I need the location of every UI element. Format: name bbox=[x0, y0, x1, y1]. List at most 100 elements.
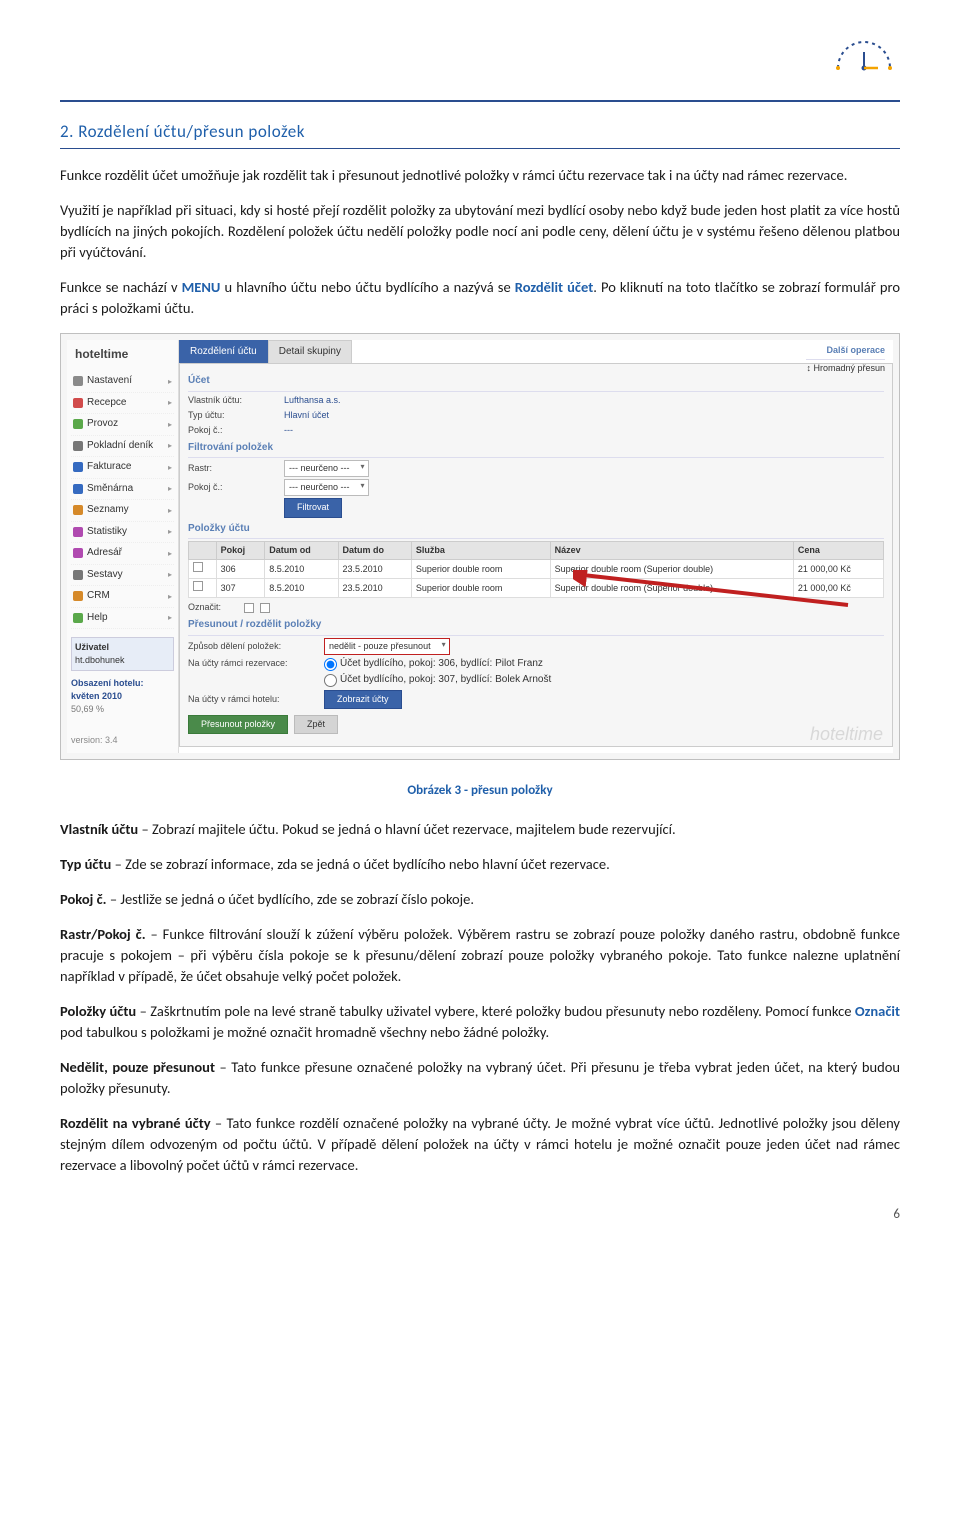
ucet-option-1: Účet bydlícího, pokoj: 306, bydlící: Pil… bbox=[340, 657, 543, 672]
sidebar-item[interactable]: Adresář▸ bbox=[71, 543, 174, 565]
sidebar-item[interactable]: Pokladní deník▸ bbox=[71, 436, 174, 458]
pc-select[interactable]: --- neurčeno --- bbox=[284, 479, 369, 496]
ops-item[interactable]: ↕ Hromadný přesun bbox=[806, 362, 885, 375]
tab-detail[interactable]: Detail skupiny bbox=[268, 340, 352, 364]
table-cell: 307 bbox=[216, 579, 265, 598]
oznacit-keyword: Označit bbox=[855, 1002, 900, 1020]
desc-vlastnik: Vlastník účtu – Zobrazí majitele účtu. P… bbox=[60, 819, 900, 840]
desc-rozdelit: Rozdělit na vybrané účty – Tato funkce r… bbox=[60, 1113, 900, 1176]
section-number: 2. bbox=[60, 121, 74, 142]
table-row: 3078.5.201023.5.2010Superior double room… bbox=[189, 579, 884, 598]
ht-userbox: Uživatel ht.dbohunek bbox=[71, 637, 174, 671]
version-label: version: 3.4 bbox=[71, 734, 174, 747]
subhead-polozky: Položky účtu bbox=[188, 522, 884, 540]
page-number: 6 bbox=[60, 1206, 900, 1225]
user-label: Uživatel bbox=[75, 642, 109, 652]
desc-rastr: Rastr/Pokoj č. – Funkce filtrování slouž… bbox=[60, 924, 900, 987]
ht-sidebar: hoteltime Nastavení▸Recepce▸Provoz▸Pokla… bbox=[67, 340, 179, 754]
figure-caption: Obrázek 3 - přesun položky bbox=[60, 782, 900, 801]
sidebar-item[interactable]: Help▸ bbox=[71, 608, 174, 630]
table-cell: 21 000,00 Kč bbox=[793, 579, 883, 598]
zpusob-select[interactable]: nedělit - pouze přesunout bbox=[324, 638, 450, 655]
naucty-label: Na účty rámci rezervace: bbox=[188, 657, 318, 670]
table-body: 3068.5.201023.5.2010Superior double room… bbox=[189, 560, 884, 598]
table-header-row: PokojDatum odDatum doSlužbaNázevCena bbox=[189, 542, 884, 560]
desc-polozky: Položky účtu – Zaškrtnutím pole na levé … bbox=[60, 1001, 900, 1043]
sidebar-item[interactable]: Směnárna▸ bbox=[71, 479, 174, 501]
desc-rastr-t: – Funkce filtrování slouží k zúžení výbě… bbox=[60, 925, 900, 985]
oznacit-check-all[interactable] bbox=[244, 603, 254, 613]
desc-typ-t: – Zde se zobrazí informace, zda se jedná… bbox=[111, 855, 609, 873]
desc-typ: Typ účtu – Zde se zobrazí informace, zda… bbox=[60, 854, 900, 875]
table-cell: Superior double room (Superior double) bbox=[550, 579, 793, 598]
ops-heading: Další operace bbox=[806, 344, 885, 360]
table-cell: 21 000,00 Kč bbox=[793, 560, 883, 579]
vlastnik-label: Vlastník účtu: bbox=[188, 394, 278, 407]
desc-rozdelit-h: Rozdělit na vybrané účty bbox=[60, 1114, 211, 1132]
occupancy-value: 50,69 % bbox=[71, 703, 174, 716]
table-header: Pokoj bbox=[216, 542, 265, 560]
zobrazit-button[interactable]: Zobrazit účty bbox=[324, 690, 402, 709]
sidebar-item[interactable]: Nastavení▸ bbox=[71, 371, 174, 393]
paragraph-2: Využití je například při situaci, kdy si… bbox=[60, 200, 900, 263]
clock-logo-icon bbox=[828, 30, 900, 82]
occupancy-label: Obsazení hotelu: bbox=[71, 677, 174, 690]
table-header: Název bbox=[550, 542, 793, 560]
ucet-radio-2[interactable] bbox=[324, 674, 337, 687]
ops-panel: Další operace ↕ Hromadný přesun bbox=[806, 344, 885, 375]
sidebar-item[interactable]: CRM▸ bbox=[71, 586, 174, 608]
oznacit-check-none[interactable] bbox=[260, 603, 270, 613]
ht-menu: Nastavení▸Recepce▸Provoz▸Pokladní deník▸… bbox=[71, 371, 174, 629]
sidebar-item[interactable]: Seznamy▸ bbox=[71, 500, 174, 522]
table-header: Služba bbox=[411, 542, 550, 560]
paragraph-1: Funkce rozdělit účet umožňuje jak rozděl… bbox=[60, 165, 900, 186]
desc-polozky-h: Položky účtu bbox=[60, 1002, 136, 1020]
table-cell: 306 bbox=[216, 560, 265, 579]
sidebar-item[interactable]: Sestavy▸ bbox=[71, 565, 174, 587]
desc-polozky-t1: – Zaškrtnutím pole na levé straně tabulk… bbox=[136, 1002, 855, 1020]
screenshot-frame: hoteltime Nastavení▸Recepce▸Provoz▸Pokla… bbox=[60, 333, 900, 761]
vlastnik-value: Lufthansa a.s. bbox=[284, 394, 341, 407]
desc-typ-h: Typ účtu bbox=[60, 855, 111, 873]
header-logo-area bbox=[60, 30, 900, 88]
presunout-button[interactable]: Přesunout položky bbox=[188, 715, 288, 734]
subhead-ucet: Účet bbox=[188, 374, 884, 392]
para3-b: u hlavního účtu nebo účtu bydlícího a na… bbox=[220, 278, 514, 296]
tab-rozdeleni[interactable]: Rozdělení účtu bbox=[179, 340, 268, 364]
filtrovat-button[interactable]: Filtrovat bbox=[284, 498, 342, 517]
nauctyhotel-label: Na účty v rámci hotelu: bbox=[188, 693, 318, 706]
desc-pokoj-h: Pokoj č. bbox=[60, 890, 107, 908]
table-header: Datum od bbox=[265, 542, 338, 560]
ucet-option-2: Účet bydlícího, pokoj: 307, bydlící: Bol… bbox=[340, 673, 551, 688]
zpet-button[interactable]: Zpět bbox=[294, 715, 338, 734]
row-checkbox-cell[interactable] bbox=[189, 579, 217, 598]
panel: Účet Vlastník účtu:Lufthansa a.s. Typ úč… bbox=[179, 363, 893, 747]
subhead-filtr: Filtrování položek bbox=[188, 441, 884, 459]
ht-brand: hoteltime bbox=[71, 346, 174, 363]
subhead-presunout: Přesunout / rozdělit položky bbox=[188, 618, 884, 636]
pokoj-label: Pokoj č.: bbox=[188, 424, 278, 437]
pc-label: Pokoj č.: bbox=[188, 481, 278, 494]
table-cell: 8.5.2010 bbox=[265, 579, 338, 598]
watermark: hoteltime bbox=[810, 721, 883, 747]
sidebar-item[interactable]: Fakturace▸ bbox=[71, 457, 174, 479]
tabs: Rozdělení účtu Detail skupiny bbox=[179, 340, 893, 364]
desc-nedelit: Nedělit, pouze přesunout – Tato funkce p… bbox=[60, 1057, 900, 1099]
sidebar-item[interactable]: Provoz▸ bbox=[71, 414, 174, 436]
desc-pokoj-t: – Jestliže se jedná o účet bydlícího, zd… bbox=[107, 890, 474, 908]
para3-a: Funkce se nachází v bbox=[60, 278, 182, 296]
typ-value: Hlavní účet bbox=[284, 409, 329, 422]
zpusob-label: Způsob dělení položek: bbox=[188, 640, 318, 653]
rozdelit-keyword: Rozdělit účet bbox=[515, 278, 593, 296]
rastr-select[interactable]: --- neurčeno --- bbox=[284, 460, 369, 477]
desc-pokoj: Pokoj č. – Jestliže se jedná o účet bydl… bbox=[60, 889, 900, 910]
row-checkbox-cell[interactable] bbox=[189, 560, 217, 579]
desc-polozky-t2: pod tabulkou s položkami je možné označi… bbox=[60, 1023, 549, 1041]
ht-main: Další operace ↕ Hromadný přesun Rozdělen… bbox=[179, 340, 893, 754]
ucet-radio-1[interactable] bbox=[324, 658, 337, 671]
paragraph-3: Funkce se nachází v MENU u hlavního účtu… bbox=[60, 277, 900, 319]
rastr-label: Rastr: bbox=[188, 462, 278, 475]
sidebar-item[interactable]: Recepce▸ bbox=[71, 393, 174, 415]
occupancy-period: květen 2010 bbox=[71, 690, 174, 703]
sidebar-item[interactable]: Statistiky▸ bbox=[71, 522, 174, 544]
